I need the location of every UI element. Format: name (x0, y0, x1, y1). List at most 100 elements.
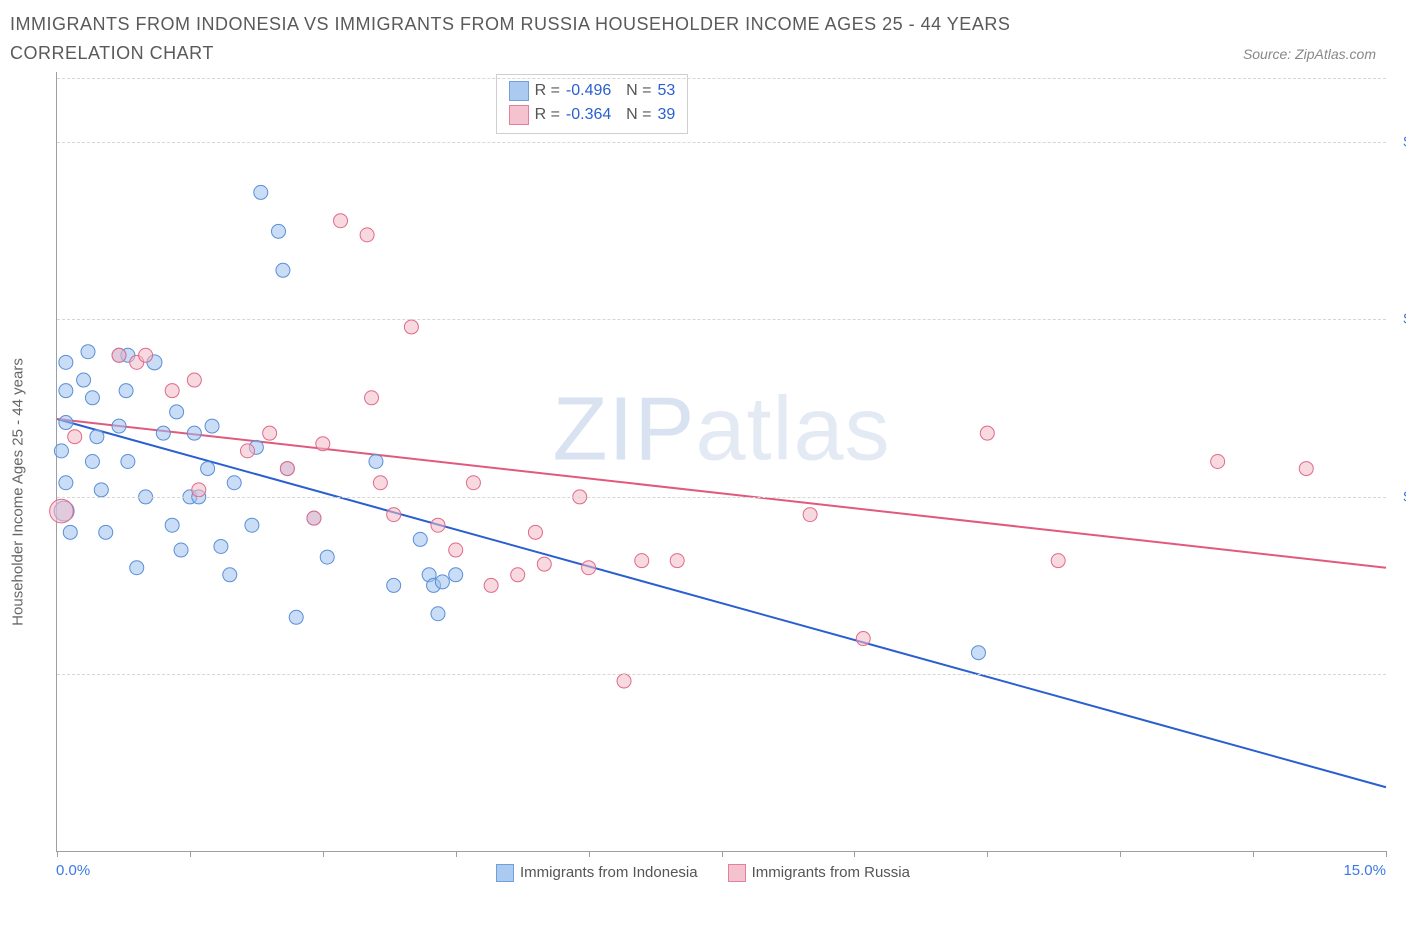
data-point (360, 227, 374, 241)
x-tick (987, 851, 988, 857)
data-point (803, 507, 817, 521)
scatter-points (57, 72, 1386, 851)
data-point (85, 454, 99, 468)
source-label: Source: ZipAtlas.com (1243, 46, 1396, 68)
x-tick (722, 851, 723, 857)
data-point (373, 475, 387, 489)
gridline (57, 674, 1386, 675)
stat-r-label: R = (535, 79, 560, 103)
data-point (85, 390, 99, 404)
data-point (214, 539, 228, 553)
legend-label: Immigrants from Russia (752, 864, 910, 881)
data-point (63, 525, 77, 539)
data-point (1299, 461, 1313, 475)
gridline (57, 497, 1386, 498)
data-point (59, 383, 73, 397)
data-point (334, 213, 348, 227)
gridline (57, 142, 1386, 143)
data-point (435, 574, 449, 588)
data-point (192, 482, 206, 496)
data-point (387, 578, 401, 592)
data-point (240, 443, 254, 457)
data-point (484, 578, 498, 592)
stat-r-value: -0.496 (566, 79, 611, 103)
y-tick-label: $50,000 (1386, 665, 1406, 682)
data-point (387, 507, 401, 521)
plot-area: ZIPatlas R = -0.496 N = 53R = -0.364 N =… (56, 72, 1386, 852)
data-point (187, 373, 201, 387)
chart-title: IMMIGRANTS FROM INDONESIA VS IMMIGRANTS … (10, 10, 1110, 68)
data-point (174, 543, 188, 557)
data-point (170, 405, 184, 419)
data-point (856, 631, 870, 645)
data-point (316, 436, 330, 450)
data-point (112, 348, 126, 362)
data-point (156, 426, 170, 440)
legend-swatch (496, 864, 514, 882)
data-point (59, 415, 73, 429)
data-point (1211, 454, 1225, 468)
bottom-legend: Immigrants from Indonesia Immigrants from… (10, 864, 1396, 882)
stat-n-label: N = (617, 103, 651, 127)
stat-n-value: 39 (658, 103, 676, 127)
data-point (68, 429, 82, 443)
legend-swatch (509, 105, 529, 125)
legend-item: Immigrants from Russia (728, 864, 910, 882)
data-point (54, 443, 68, 457)
x-tick (456, 851, 457, 857)
data-point (582, 560, 596, 574)
stats-legend: R = -0.496 N = 53R = -0.364 N = 39 (496, 74, 689, 134)
data-point (263, 426, 277, 440)
data-point (50, 499, 74, 523)
stats-row: R = -0.496 N = 53 (509, 79, 676, 103)
stat-n-label: N = (617, 79, 651, 103)
data-point (59, 475, 73, 489)
data-point (289, 610, 303, 624)
data-point (431, 606, 445, 620)
chart-container: Householder Income Ages 25 - 44 years ZI… (10, 72, 1396, 912)
x-tick (1253, 851, 1254, 857)
x-tick (1120, 851, 1121, 857)
data-point (1051, 553, 1065, 567)
x-tick (57, 851, 58, 857)
data-point (77, 373, 91, 387)
data-point (223, 567, 237, 581)
data-point (635, 553, 649, 567)
data-point (670, 553, 684, 567)
y-axis-label: Householder Income Ages 25 - 44 years (10, 358, 27, 626)
data-point (59, 355, 73, 369)
data-point (449, 543, 463, 557)
legend-item: Immigrants from Indonesia (496, 864, 698, 882)
data-point (187, 426, 201, 440)
data-point (466, 475, 480, 489)
data-point (537, 557, 551, 571)
data-point (276, 263, 290, 277)
data-point (449, 567, 463, 581)
data-point (205, 419, 219, 433)
data-point (254, 185, 268, 199)
x-tick (190, 851, 191, 857)
data-point (119, 383, 133, 397)
stat-n-value: 53 (658, 79, 676, 103)
data-point (121, 454, 135, 468)
data-point (94, 482, 108, 496)
x-tick (1386, 851, 1387, 857)
data-point (307, 511, 321, 525)
x-tick (323, 851, 324, 857)
data-point (431, 518, 445, 532)
legend-label: Immigrants from Indonesia (520, 864, 698, 881)
data-point (528, 525, 542, 539)
y-tick-label: $200,000 (1386, 134, 1406, 151)
data-point (971, 645, 985, 659)
y-tick-label: $150,000 (1386, 311, 1406, 328)
x-tick (589, 851, 590, 857)
header: IMMIGRANTS FROM INDONESIA VS IMMIGRANTS … (10, 10, 1396, 68)
data-point (369, 454, 383, 468)
data-point (280, 461, 294, 475)
gridline (57, 78, 1386, 79)
y-tick-label: $100,000 (1386, 488, 1406, 505)
x-tick (854, 851, 855, 857)
legend-swatch (509, 81, 529, 101)
data-point (245, 518, 259, 532)
data-point (320, 550, 334, 564)
